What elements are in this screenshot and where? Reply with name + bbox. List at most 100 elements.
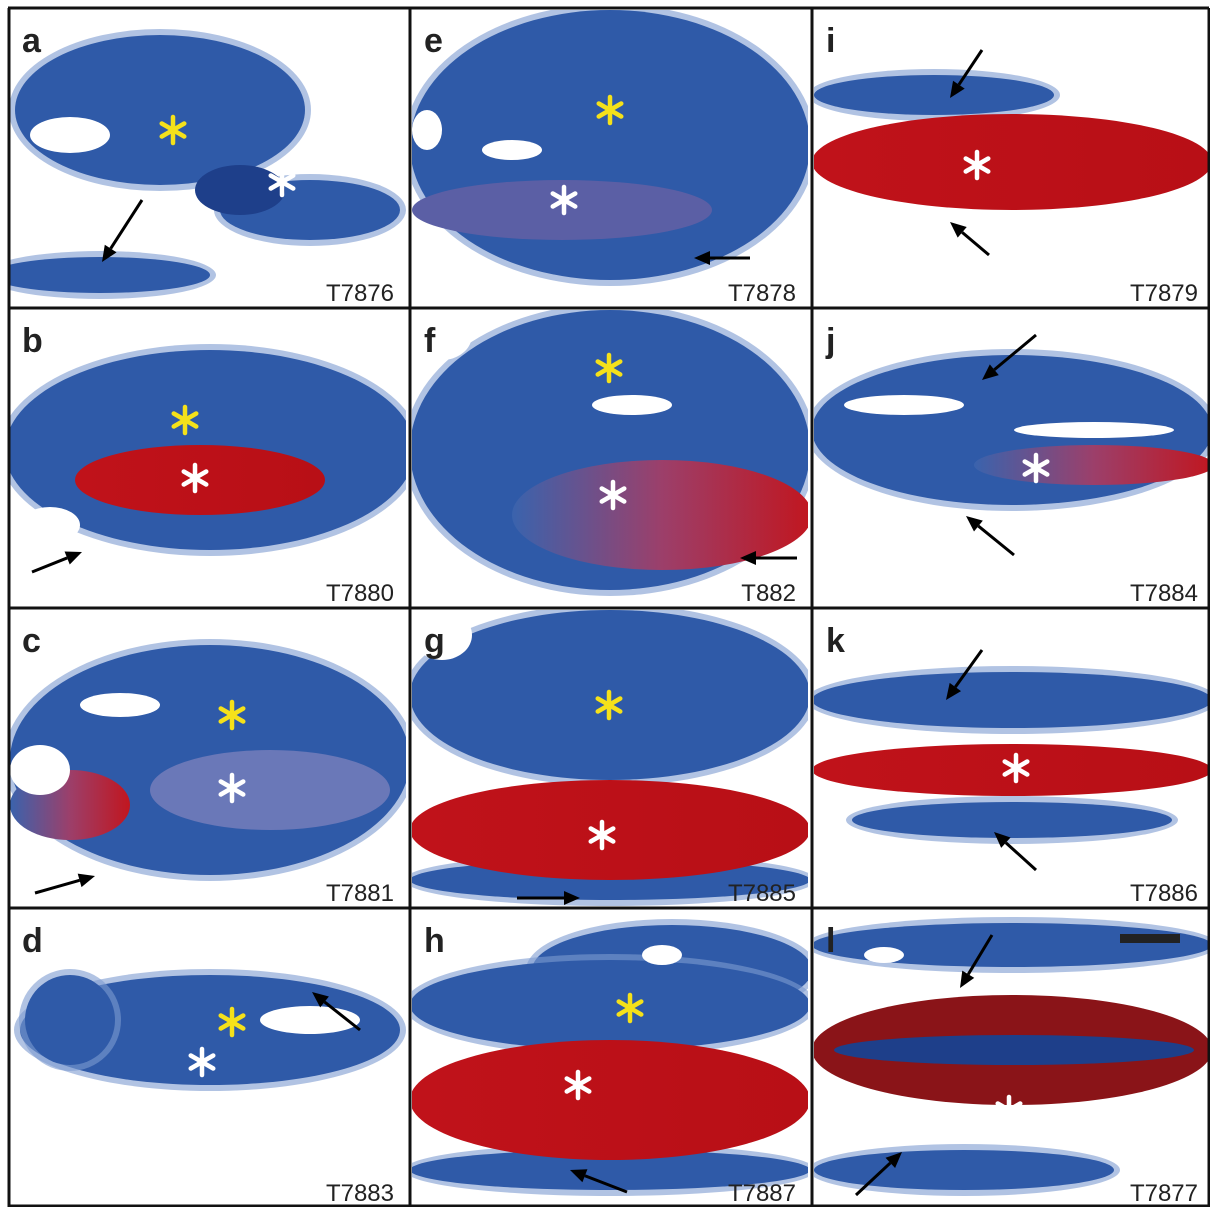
tissue-red <box>814 114 1210 210</box>
arrow-shaft <box>854 1161 892 1197</box>
tissue-gap <box>10 310 80 360</box>
panel-letter: k <box>826 622 845 660</box>
arrow-head <box>966 516 983 532</box>
arrow-shaft <box>584 1174 628 1194</box>
tissue-blue <box>814 75 1054 115</box>
arrow-shaft <box>957 49 984 86</box>
arrow-head <box>994 832 1011 848</box>
tissue-blue <box>15 35 305 185</box>
specimen-id: T7881 <box>326 880 394 907</box>
panel-letter: b <box>22 322 43 360</box>
panel-letter: f <box>424 322 436 360</box>
tissue-blue <box>412 10 808 280</box>
panel-letter: h <box>424 922 445 960</box>
panel: f T882 <box>412 310 808 607</box>
tissue-blue <box>412 960 808 1050</box>
arrow-head <box>312 992 329 1008</box>
specimen-id: T7887 <box>728 1180 796 1207</box>
arrow-shaft <box>109 199 144 250</box>
specimen-id: T7876 <box>326 280 394 307</box>
asterisk <box>596 101 624 119</box>
tissue-blue <box>814 923 1210 967</box>
panel: b T7880 <box>10 310 406 607</box>
panel: g T7885 <box>412 610 808 907</box>
panel-letter: g <box>424 622 445 660</box>
scale-bar <box>1120 934 1180 943</box>
asterisk <box>218 706 246 724</box>
panel: e T7878 <box>412 10 808 306</box>
arrow-head <box>570 1169 588 1183</box>
specimen-id: T7879 <box>1130 280 1198 307</box>
asterisk <box>599 486 627 504</box>
panel: c T7881 <box>10 610 406 907</box>
tissue-red <box>974 445 1210 485</box>
arrow-head <box>946 682 962 700</box>
tissue-gap <box>80 693 160 717</box>
asterisk <box>218 1013 246 1031</box>
arrow-head <box>694 251 710 265</box>
panel-letter: l <box>826 922 835 960</box>
asterisk <box>1022 459 1050 477</box>
arrow-shaft <box>31 556 68 574</box>
asterisk <box>616 999 644 1017</box>
arrow-shaft <box>34 878 81 895</box>
asterisk <box>595 359 623 377</box>
asterisk <box>550 191 578 209</box>
asterisk <box>218 779 246 797</box>
arrow-shaft <box>961 231 990 257</box>
tissue-gap <box>482 140 542 160</box>
asterisk <box>564 1076 592 1094</box>
tissue-blue <box>10 257 210 293</box>
tissue-gap <box>20 195 140 245</box>
arrow-head <box>102 244 117 262</box>
asterisk <box>181 469 209 487</box>
asterisk <box>268 173 296 191</box>
arrow-head <box>564 891 580 905</box>
tissue-gap <box>412 610 472 660</box>
panel-letter: i <box>826 22 835 60</box>
asterisk <box>588 826 616 844</box>
arrow-head <box>740 551 756 565</box>
panel-letter: j <box>825 322 835 360</box>
panel: a T7876 <box>10 10 406 307</box>
tissue-gap <box>412 310 472 360</box>
specimen-id: T7885 <box>728 880 796 907</box>
tissue-blue <box>852 802 1172 838</box>
asterisk <box>159 121 187 139</box>
arrow-head <box>77 873 95 888</box>
panel: l T7877 <box>814 910 1210 1207</box>
arrow-shaft <box>323 1000 361 1032</box>
panel: h T7887 <box>412 910 808 1207</box>
arrow-head <box>960 970 975 988</box>
tissue-red <box>150 750 390 830</box>
arrow-head <box>950 80 965 98</box>
tissue-red <box>512 460 808 570</box>
panel: k T7886 <box>814 610 1210 906</box>
panel: j T7884 <box>814 310 1210 606</box>
tissue-gap <box>412 910 472 950</box>
specimen-id: T882 <box>741 580 796 607</box>
tissue-gap <box>1014 422 1174 438</box>
asterisk <box>995 1101 1023 1119</box>
tissue-blue <box>412 1150 808 1190</box>
arrow-shaft <box>993 333 1037 371</box>
tissue-red <box>412 1040 808 1160</box>
tissue-gap <box>592 395 672 415</box>
arrow-head <box>885 1152 902 1169</box>
arrow-shaft <box>954 649 984 688</box>
tissue-gap <box>20 507 80 543</box>
tissue-gap <box>260 1006 360 1034</box>
specimen-id: T7883 <box>326 1180 394 1207</box>
arrow-head <box>950 222 967 238</box>
specimen-id: T7880 <box>326 580 394 607</box>
specimen-id: T7877 <box>1130 1180 1198 1207</box>
panel: i T7879 <box>814 10 1210 307</box>
tissue-blue <box>814 672 1210 728</box>
panel-letter: a <box>22 22 42 60</box>
arrow-head <box>64 551 82 565</box>
panel-letter: d <box>22 922 43 960</box>
asterisk <box>1002 759 1030 777</box>
arrow-shaft <box>977 524 1015 557</box>
